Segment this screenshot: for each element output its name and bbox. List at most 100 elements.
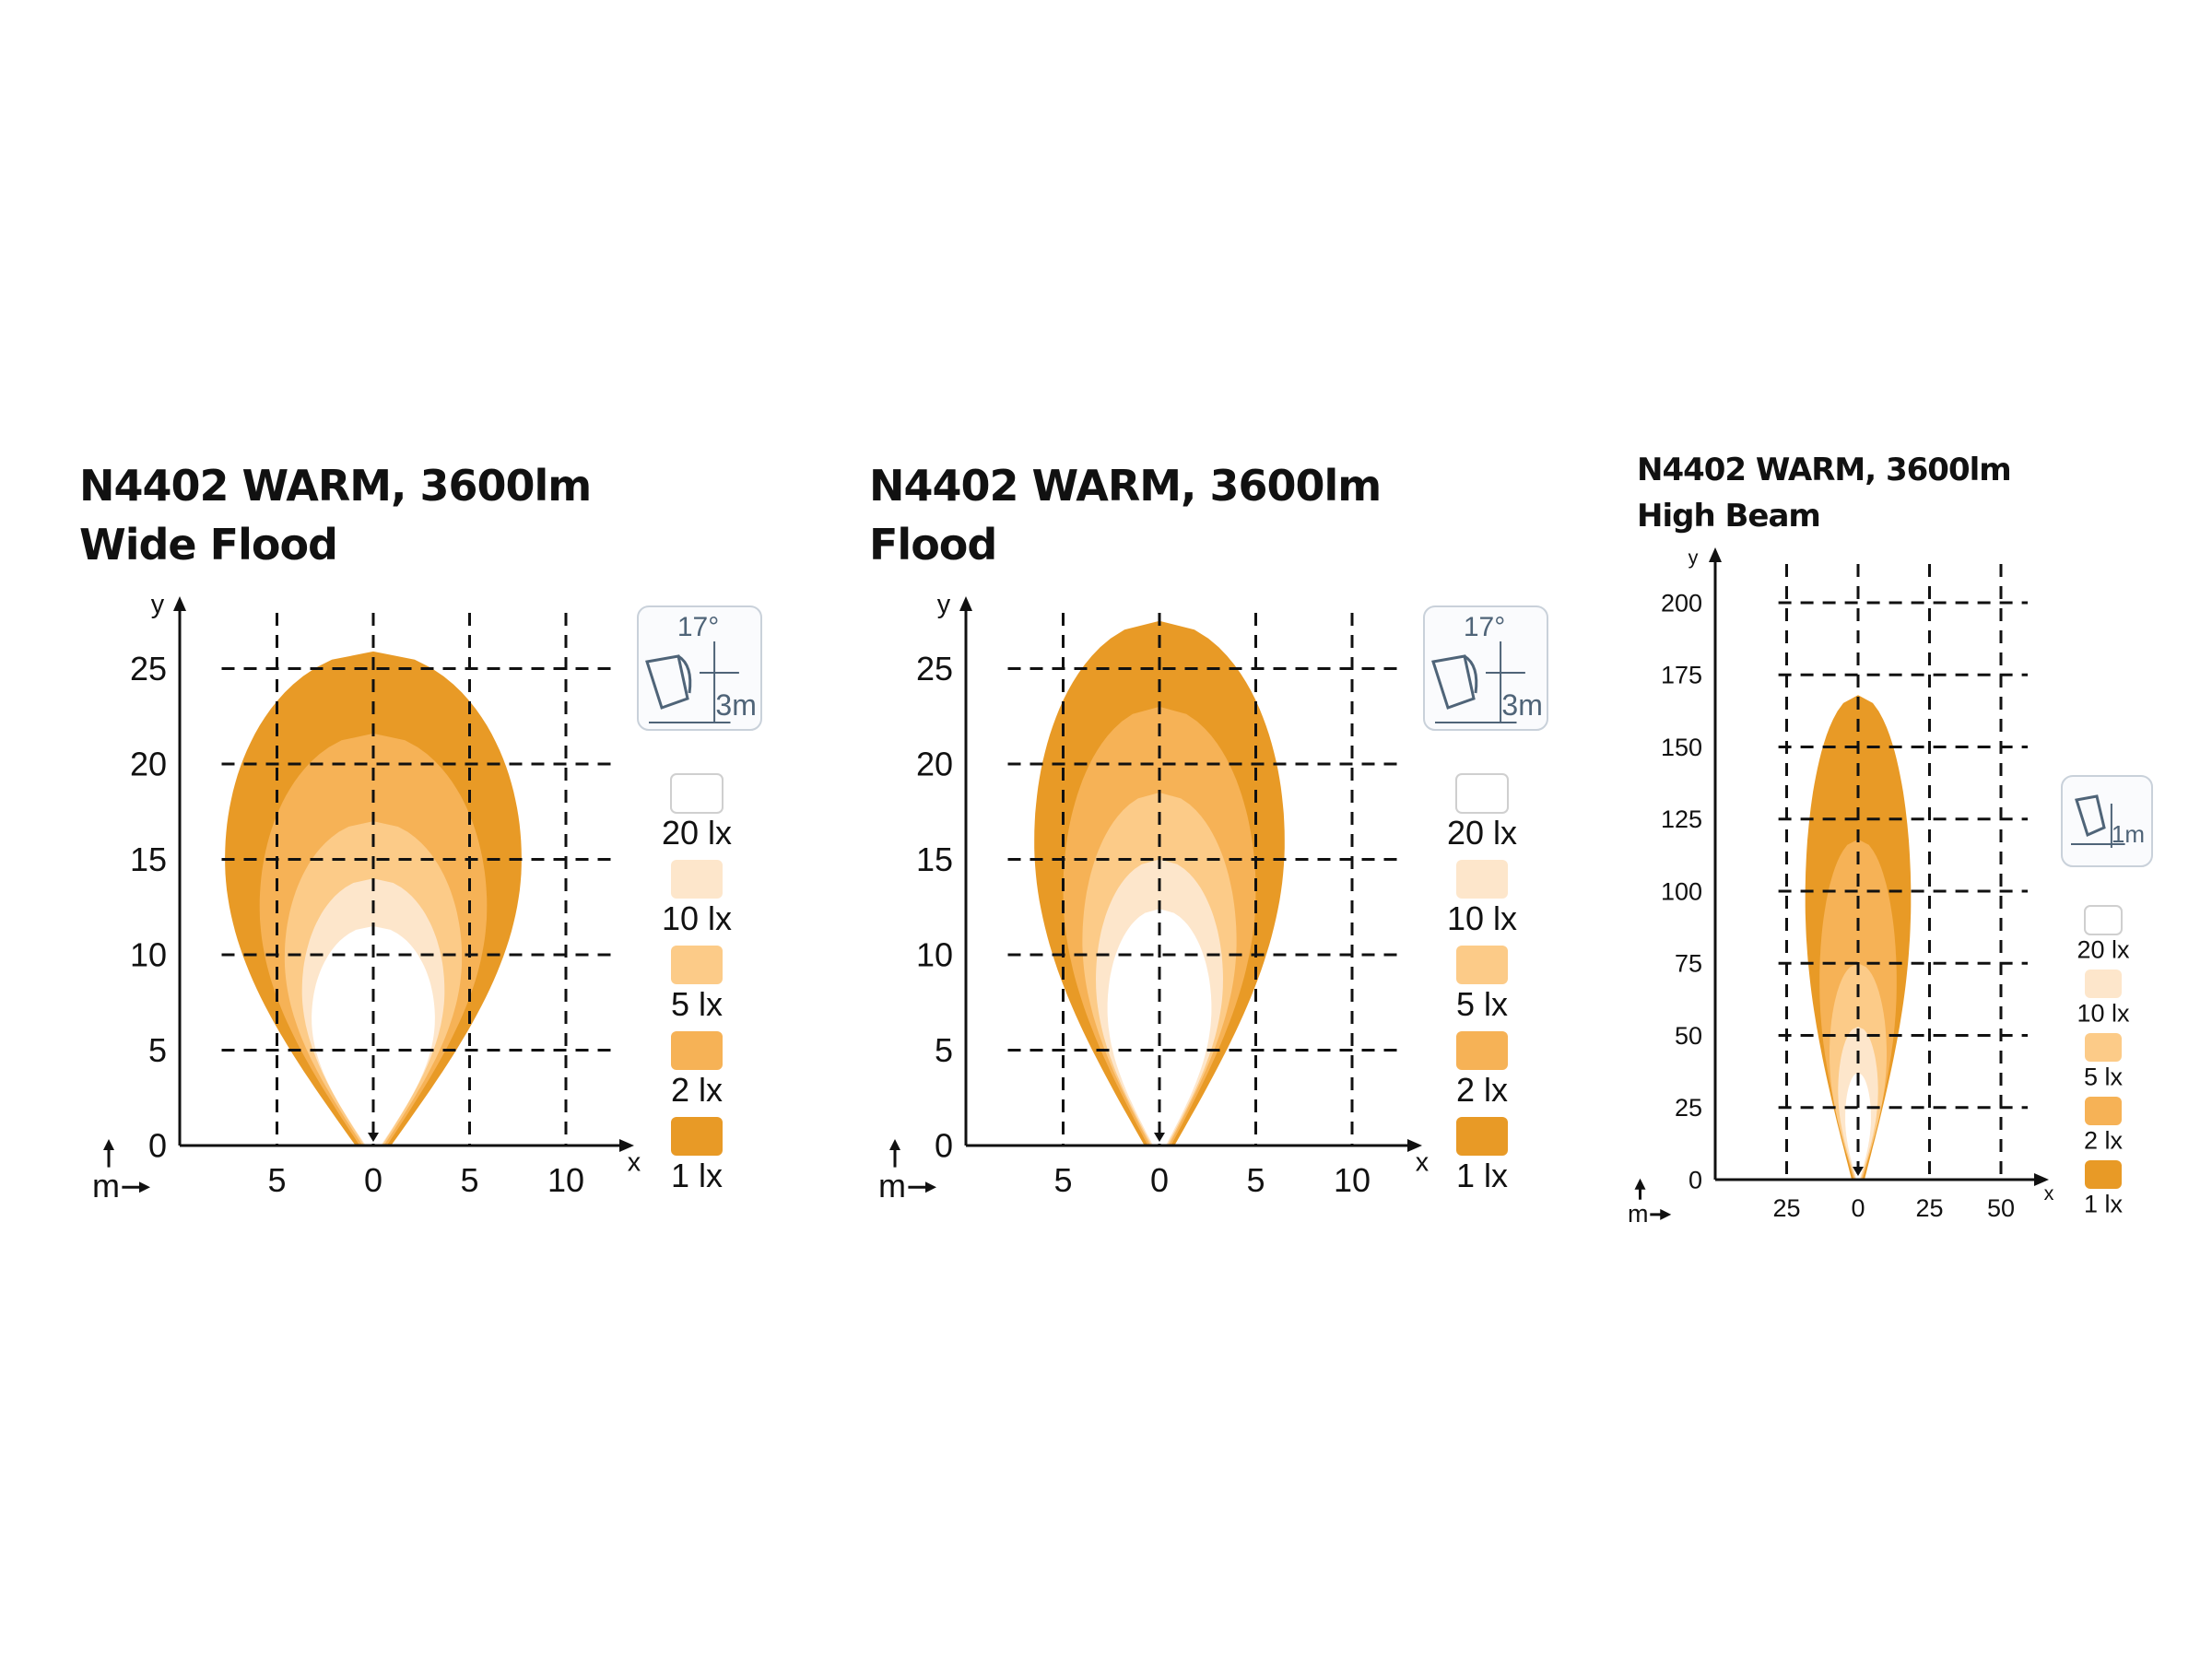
y-axis-label: y [937,590,951,619]
legend-label: 10 lx [662,899,732,937]
lamp-icon [645,654,689,710]
legend-label: 10 lx [1447,899,1517,937]
y-tick-label: 5 [935,1031,953,1069]
chart1: 5 0 5 10 0 5 10 15 20 25 x y m 20 lx 10 lx 5 lx 2 lx 1 lx… [92,590,762,1205]
unit-label: m [92,1167,120,1205]
y-axis-label: y [1688,546,1699,569]
legend-swatch [671,946,723,984]
mount-height-label: 3m [715,688,756,722]
x-tick-label: 50 [1987,1194,2015,1222]
chart2: 5 0 5 10 0 5 10 15 20 25 x y m 20 lx 10 lx 5 lx 2 lx 1 lx… [878,590,1548,1205]
x-tick-label: 5 [1053,1161,1072,1199]
legend-swatch [1456,1031,1508,1070]
lamp-marker [368,1133,379,1142]
x-tick-label: 5 [460,1161,478,1199]
mount-height-label: 1m [2112,820,2145,848]
unit-arrowhead-up [1634,1178,1646,1190]
chart2-title-line1: N4402 WARM, 3600lm [869,461,1382,511]
x-axis-label: x [628,1148,641,1178]
legend-swatch [671,1117,723,1156]
y-tick-label: 175 [1661,662,1702,689]
chart3-subtitle: High Beam [1637,498,1821,535]
x-tick-label: 5 [1246,1161,1265,1199]
y-tick-label: 125 [1661,805,1702,833]
mount-icon: 17° 3m [637,605,762,731]
chart1-subtitle: Wide Flood [79,520,338,570]
unit-arrowhead-right [1660,1208,1672,1220]
y-tick-label: 200 [1661,589,1702,617]
legend-swatch [2085,1097,2122,1125]
y-tick-label: 25 [1675,1094,1702,1122]
unit-label: m [1628,1200,1649,1228]
lamp-icon [2075,794,2106,838]
unit-arrowhead-up [103,1139,114,1150]
legend-label: 5 lx [1456,985,1508,1023]
lamp-icon [1431,654,1476,710]
legend-label: 5 lx [2084,1064,2124,1091]
y-tick-label: 25 [916,650,953,687]
x-axis-label: x [1416,1148,1430,1178]
y-axis-label: y [151,590,165,619]
y-axis-arrow [959,596,972,611]
legend-swatch [671,860,723,899]
chart1-title: N4402 WARM, 3600lm Wide Flood [79,456,592,574]
legend-swatch [670,773,724,814]
unit-arrowhead-up [889,1139,900,1150]
y-tick-label: 15 [916,840,953,878]
legend-swatch [2085,1160,2122,1189]
x-axis-arrow [619,1139,634,1152]
y-axis-arrow [173,596,186,611]
y-tick-label: 5 [148,1031,167,1069]
legend-swatch [1455,773,1509,814]
y-tick-label: 0 [935,1127,953,1165]
y-tick-label: 0 [148,1127,167,1165]
x-axis-arrow [2034,1173,2049,1186]
mount-icon: 1m [2061,775,2153,867]
legend-swatch [2084,905,2123,935]
x-tick-label: 10 [1334,1161,1371,1199]
lamp-marker [1154,1133,1165,1142]
x-tick-label: 0 [364,1161,382,1199]
legend-label: 2 lx [2084,1127,2124,1155]
legend-label: 20 lx [2077,936,2130,964]
legend-label: 5 lx [671,985,723,1023]
legend-label: 1 lx [1456,1157,1508,1194]
y-tick-label: 10 [130,936,167,974]
y-tick-label: 10 [916,936,953,974]
y-tick-label: 15 [130,840,167,878]
legend-label: 2 lx [1456,1071,1508,1109]
mount-height-label: 3m [1501,688,1542,722]
x-tick-label: 5 [267,1161,286,1199]
chart2-subtitle: Flood [869,520,997,570]
contour-20lx [1107,909,1212,1146]
y-tick-label: 50 [1675,1022,1702,1050]
y-axis-arrow [1709,547,1722,562]
y-tick-label: 20 [916,746,953,783]
x-tick-label: 10 [547,1161,584,1199]
x-tick-label: 25 [1915,1194,1943,1222]
chart1-title-line1: N4402 WARM, 3600lm [79,461,592,511]
x-tick-label: 0 [1851,1194,1865,1222]
legend-swatch [1456,860,1508,899]
y-tick-label: 0 [1688,1166,1702,1193]
legend-swatch [2085,1033,2122,1062]
chart2-title: N4402 WARM, 3600lm Flood [869,456,1382,574]
y-tick-label: 150 [1661,734,1702,761]
x-tick-label: 25 [1772,1194,1800,1222]
y-tick-label: 20 [130,746,167,783]
legend-label: 20 lx [1447,814,1517,852]
tilt-angle-label: 17° [1464,612,1505,642]
legend-swatch [2085,970,2122,998]
y-tick-label: 100 [1661,877,1702,905]
y-tick-label: 75 [1675,950,1702,978]
lamp-lens-icon [1464,654,1478,694]
x-tick-label: 0 [1150,1161,1169,1199]
mount-icon-frame [1423,605,1548,731]
y-tick-label: 25 [130,650,167,687]
lamp-marker [1853,1167,1864,1176]
mount-icon-frame [637,605,762,731]
legend-label: 2 lx [671,1071,723,1109]
chart3-title-line1: N4402 WARM, 3600lm [1637,452,2012,488]
unit-arrowhead-right [925,1181,936,1193]
